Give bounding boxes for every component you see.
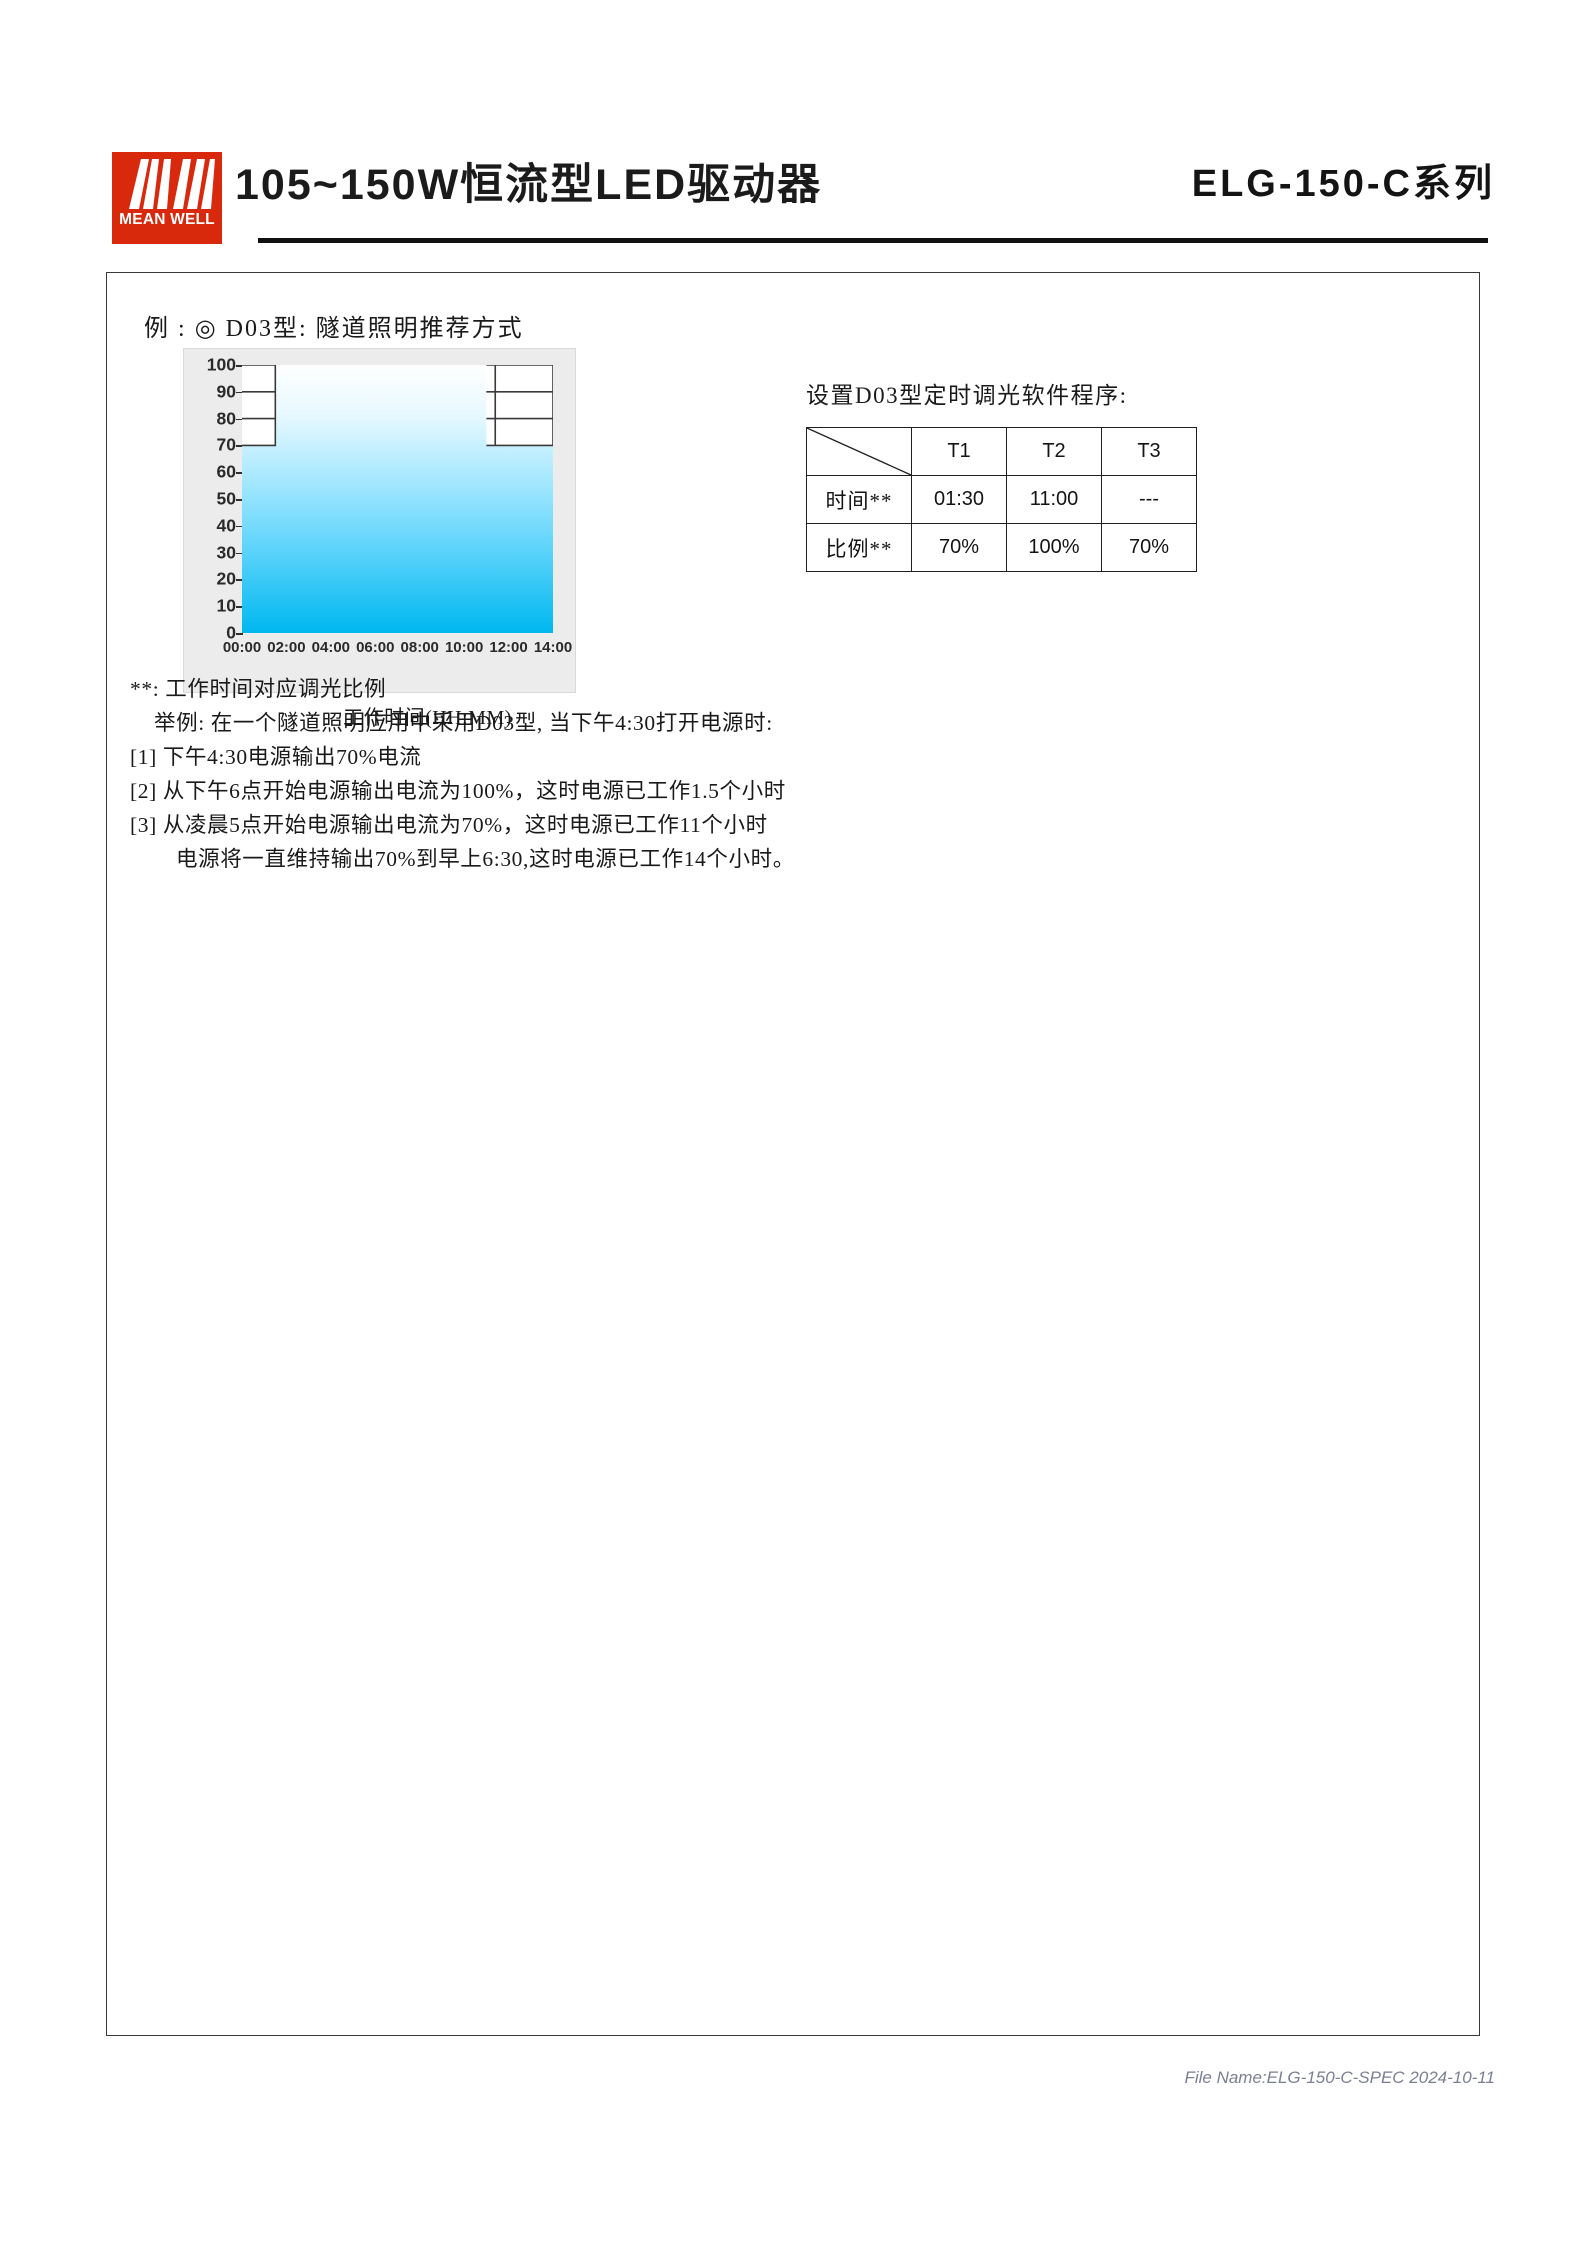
chart-y-tick-mark xyxy=(236,418,243,421)
chart-notch-outline xyxy=(486,365,553,447)
note-line: [3] 从凌晨5点开始电源输出电流为70%，这时电源已工作11个小时 xyxy=(130,813,768,837)
page-content: 例 : ◎ D03型: 隧道照明推荐方式 调光比例(%) 01020304050… xyxy=(106,272,1480,2036)
chart-y-tick-mark xyxy=(236,445,243,447)
table-row: 比例** 70% 100% 70% xyxy=(806,523,1197,572)
table-cell: 11:00 xyxy=(1006,475,1102,524)
chart-y-tick-label: 70 xyxy=(216,434,236,455)
chart-x-tick-label: 04:00 xyxy=(311,639,351,656)
table-caption: 设置D03型定时调光软件程序: xyxy=(806,383,1128,408)
chart-y-tick-mark xyxy=(236,472,243,474)
chart-y-tick-label: 90 xyxy=(216,381,236,402)
chart-x-tick-label: 02:00 xyxy=(267,639,306,656)
table-body: 时间** 01:30 11:00 --- 比例** 70% 100% 70% xyxy=(806,475,1197,572)
table-column-header: T2 xyxy=(1006,427,1102,476)
meanwell-logo: MEAN WELL xyxy=(112,152,222,244)
chart-x-tick-label: 00:00 xyxy=(222,639,262,656)
table-header-row: T1 T2 T3 xyxy=(806,427,1197,476)
diagonal-slash-icon xyxy=(807,428,911,475)
table-cell: --- xyxy=(1101,475,1197,524)
note-line: 电源将一直维持输出70%到早上6:30,这时电源已工作14个小时。 xyxy=(176,847,795,871)
chart-x-tick-label: 08:00 xyxy=(400,639,439,656)
chart-area-series xyxy=(242,365,553,633)
chart-y-tick-label: 60 xyxy=(216,461,236,482)
logo-wordmark: MEAN WELL xyxy=(119,211,215,228)
dimming-schedule-table: T1 T2 T3 时间** 01:30 11:00 --- 比例** 70% 100% 70% xyxy=(806,427,1197,572)
chart-y-ticks: 0 10 20 30 40 50 60 70 80 90 100 xyxy=(184,355,243,643)
chart-y-tick-label: 0 xyxy=(226,622,236,643)
chart-y-tick-label: 80 xyxy=(216,408,236,429)
mw-logo-icon xyxy=(129,159,215,209)
chart-y-tick-mark xyxy=(236,391,243,394)
chart-y-tick-mark xyxy=(236,552,243,555)
chart-y-tick-mark xyxy=(236,525,243,528)
footer-file-note: File Name:ELG-150-C-SPEC 2024-10-11 xyxy=(1184,2068,1495,2087)
note-line: 举例: 在一个隧道照明应用中采用D03型, 当下午4:30打开电源时: xyxy=(154,711,773,735)
chart-notch-outline xyxy=(242,365,277,447)
note-line: [1] 下午4:30电源输出70%电流 xyxy=(130,745,422,769)
chart-plot-area xyxy=(242,365,553,633)
chart-y-tick-label: 20 xyxy=(216,568,236,589)
example-caption: 例 : ◎ D03型: 隧道照明推荐方式 xyxy=(144,316,524,342)
table-column-header: T3 xyxy=(1101,427,1197,476)
chart-x-ticks: 00:00 02:00 04:00 06:00 08:00 10:00 12:00 14:00 xyxy=(223,639,572,665)
table-row: 时间** 01:30 11:00 --- xyxy=(806,475,1197,524)
chart-x-axis-title: 工作时间(HH:MM) xyxy=(343,707,512,729)
chart-x-tick-label: 12:00 xyxy=(489,639,528,656)
table-cell: 70% xyxy=(911,523,1007,572)
chart-y-tick-label: 30 xyxy=(216,542,236,563)
chart-y-tick-mark xyxy=(236,579,243,581)
table-column-header: T1 xyxy=(911,427,1007,476)
note-line: **: 工作时间对应调光比例 xyxy=(130,677,387,701)
chart-y-tick-label: 100 xyxy=(206,354,236,375)
chart-y-tick-mark xyxy=(236,633,243,635)
table-cell: 70% xyxy=(1101,523,1197,572)
page-header: MEAN WELL 105~150W恒流型LED驱动器 ELG-150-C系列 xyxy=(0,0,1587,250)
chart-y-tick-label: 50 xyxy=(216,488,236,509)
series-title: ELG-150-C系列 xyxy=(1191,163,1495,205)
chart-y-tick-mark xyxy=(236,365,243,367)
chart-y-tick-mark xyxy=(236,499,243,501)
note-line: [2] 从下午6点开始电源输出电流为100%，这时电源已工作1.5个小时 xyxy=(130,779,786,803)
header-divider xyxy=(258,238,1488,243)
chart-y-tick-label: 10 xyxy=(216,595,236,616)
chart-y-tick-mark xyxy=(236,606,243,608)
chart-y-tick-label: 40 xyxy=(216,515,236,536)
table-cell: 01:30 xyxy=(911,475,1007,524)
chart-panel: 0 10 20 30 40 50 60 70 80 90 100 xyxy=(183,348,576,729)
chart-x-tick-label: 06:00 xyxy=(356,639,395,656)
chart-x-tick-label: 14:00 xyxy=(533,639,573,656)
table-row-header: 时间** xyxy=(806,475,912,524)
table-cell: 100% xyxy=(1006,523,1102,572)
page-title: 105~150W恒流型LED驱动器 xyxy=(235,161,823,209)
table-row-header: 比例** xyxy=(806,523,912,572)
table-corner-cell xyxy=(806,427,912,476)
chart-x-tick-label: 10:00 xyxy=(444,639,484,656)
notes-block: **: 工作时间对应调光比例举例: 在一个隧道照明应用中采用D03型, 当下午4… xyxy=(130,672,1030,876)
